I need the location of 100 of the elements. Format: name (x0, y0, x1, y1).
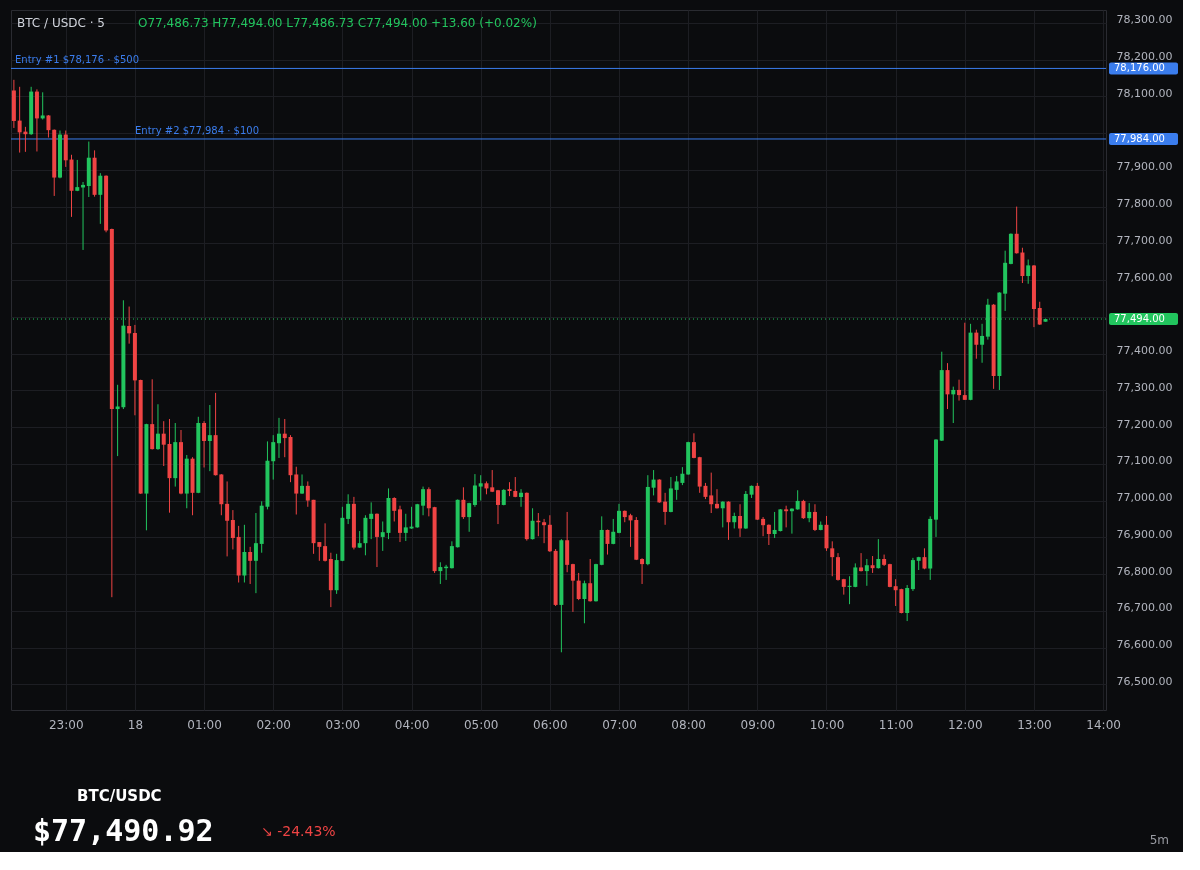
candlestick (323, 522, 328, 563)
x-tick-label: 13:00 (1017, 717, 1052, 732)
candlestick (876, 538, 881, 570)
candlestick (801, 499, 806, 520)
candlestick (628, 513, 633, 548)
candlestick (519, 488, 524, 508)
x-tick-label: 10:00 (809, 717, 845, 732)
y-tick-label: 77,700.00 (1116, 233, 1173, 247)
candlestick (570, 563, 575, 613)
candlestick (795, 489, 800, 511)
candlestick (1037, 301, 1042, 326)
candlestick (761, 516, 766, 537)
x-tick-label: 08:00 (671, 717, 706, 732)
y-tick-label: 77,900.00 (1116, 160, 1173, 174)
x-tick-label: 12:00 (948, 717, 983, 732)
ref-line-label: 77,984.00 (1114, 132, 1165, 144)
y-tick-label: 76,500.00 (1116, 674, 1173, 688)
candlestick (271, 434, 276, 481)
candlestick (640, 557, 645, 585)
x-tick-label: 02:00 (256, 717, 292, 732)
candlestick (230, 509, 235, 550)
x-tick-label: 03:00 (325, 717, 361, 732)
x-tick-label: 07:00 (602, 717, 637, 732)
x-tick-label: 11:00 (878, 717, 914, 732)
candlestick (812, 503, 817, 532)
y-tick-label: 77,600.00 (1116, 270, 1173, 284)
y-tick-label: 76,600.00 (1116, 638, 1173, 652)
y-tick-label: 77,300.00 (1116, 380, 1173, 394)
text: $77,490.92 (33, 813, 214, 848)
candlestick (957, 379, 962, 402)
candlestick (657, 478, 662, 504)
candlestick (461, 486, 466, 520)
x-tick-label: 18 (127, 717, 144, 732)
candlestick (882, 554, 887, 567)
candlestick (225, 480, 230, 557)
y-tick-label: 77,400.00 (1116, 344, 1173, 358)
candlestick (426, 486, 431, 517)
candlestick (1026, 259, 1031, 285)
x-tick-label: 06:00 (533, 717, 568, 732)
candlestick (421, 486, 426, 516)
candlestick (663, 492, 668, 526)
candlestick (617, 503, 622, 534)
y-tick-label: 78,300.00 (1116, 13, 1173, 27)
y-tick-label: 77,000.00 (1116, 491, 1173, 505)
candlestick (305, 480, 310, 508)
candlestick (668, 476, 673, 513)
candlestick (738, 503, 743, 538)
candlestick (276, 417, 281, 459)
candlestick (449, 540, 454, 570)
candlestick (974, 329, 979, 360)
ref-line-label: 78,176.00 (1114, 62, 1165, 74)
candlestick (709, 472, 714, 514)
candlestick (576, 572, 581, 601)
candlestick (651, 469, 656, 496)
candlestick (588, 558, 593, 603)
candlestick (242, 524, 247, 583)
candlestick (1020, 247, 1025, 284)
text: ↘ -24.43% (261, 823, 336, 839)
candlestick (495, 489, 500, 525)
y-tick-label: 77,800.00 (1116, 197, 1173, 211)
candlestick (1014, 206, 1019, 255)
candlestick (766, 523, 771, 546)
x-tick-label: 04:00 (394, 717, 430, 732)
candlestick (472, 473, 477, 508)
candlestick (582, 580, 587, 624)
candlestick (392, 496, 397, 522)
candlestick (346, 493, 351, 525)
candlestick (75, 159, 80, 192)
candlestick (155, 403, 160, 451)
y-tick-label: 78,100.00 (1116, 86, 1173, 100)
candlestick (248, 546, 253, 585)
candlestick (691, 432, 696, 459)
text: 5m (1149, 833, 1169, 847)
annotation: Entry #1 $78,176 · $500 (15, 54, 140, 66)
candlestick (253, 512, 258, 594)
x-tick-label: 23:00 (48, 717, 84, 732)
candlestick (980, 323, 985, 364)
y-tick-label: 77,100.00 (1116, 454, 1173, 468)
candlestick (784, 505, 789, 528)
x-tick-label: 14:00 (1086, 717, 1121, 732)
candlestick (369, 501, 374, 540)
candlestick (207, 404, 212, 472)
candlestick (98, 172, 103, 225)
candlestick (542, 518, 547, 544)
candlestick (300, 473, 305, 495)
candlestick (824, 515, 829, 552)
candlestick (864, 558, 869, 587)
text: BTC/USDC (77, 787, 162, 805)
candlestick (40, 91, 45, 120)
candlestick (374, 512, 379, 568)
candlestick (438, 561, 443, 585)
candlestick (398, 505, 403, 543)
y-tick-label: 76,700.00 (1116, 601, 1173, 615)
candlestick (467, 502, 472, 533)
y-tick-label: 77,200.00 (1116, 417, 1173, 431)
candlestick (17, 86, 22, 154)
candlestick (202, 420, 207, 468)
candlestick (46, 114, 51, 139)
y-tick-label: 76,900.00 (1116, 527, 1173, 541)
candlestick (836, 552, 841, 582)
